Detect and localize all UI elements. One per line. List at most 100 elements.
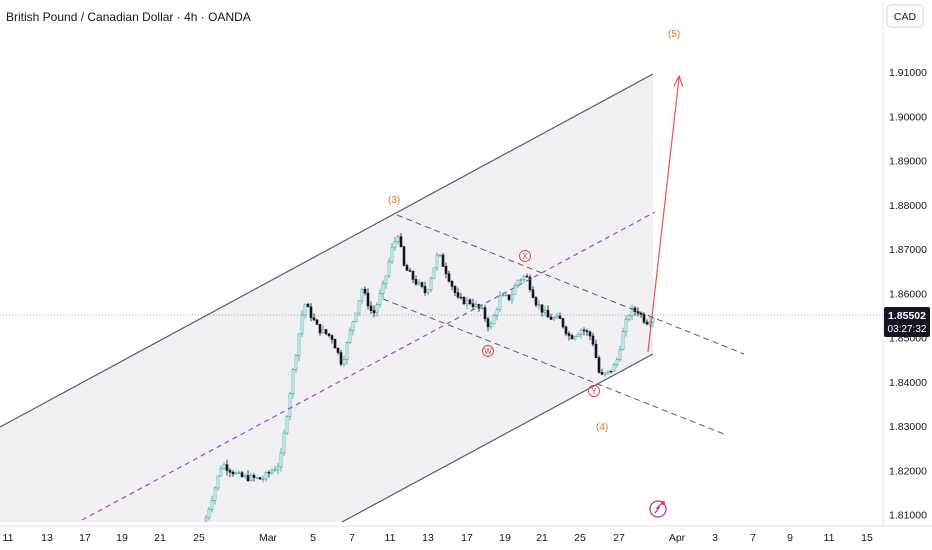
candle	[489, 321, 493, 330]
candle	[417, 279, 421, 287]
economic-event-icon[interactable]	[649, 500, 667, 518]
candle	[609, 370, 613, 374]
candle	[390, 243, 394, 265]
channel-upper-line[interactable]	[0, 73, 654, 428]
candle	[579, 328, 583, 339]
candle	[429, 276, 433, 293]
candle	[486, 316, 490, 332]
price-tick-label: 1.83000	[889, 421, 927, 433]
price-axis[interactable]: 1.91000 1.90000 1.89000 1.88000 1.87000 1.860…	[889, 67, 927, 522]
candle	[510, 289, 514, 304]
candle	[381, 280, 385, 299]
candle	[288, 391, 292, 421]
price-tick-label: 1.82000	[889, 465, 927, 477]
time-tick-label: 9	[787, 532, 793, 544]
candle	[546, 305, 550, 318]
time-tick-label: 7	[750, 532, 756, 544]
candle	[435, 252, 439, 271]
wave-5-projection-line[interactable]	[647, 77, 680, 353]
candle	[306, 302, 310, 308]
candle	[582, 327, 586, 336]
wave-label-3: (3)	[388, 195, 400, 206]
candle	[420, 281, 424, 289]
candle	[363, 286, 367, 296]
candle	[366, 288, 370, 310]
time-tick-label: 11	[385, 532, 396, 544]
candle	[240, 470, 244, 478]
candle	[507, 294, 511, 302]
price-tick-label: 1.86000	[889, 288, 927, 300]
candle	[588, 330, 592, 341]
svg-text:W: W	[484, 347, 492, 356]
candle	[411, 270, 415, 283]
candle	[558, 312, 562, 319]
candle	[219, 465, 223, 477]
candle	[423, 281, 427, 296]
candle	[456, 287, 460, 300]
candle	[525, 273, 529, 278]
candle	[360, 287, 364, 304]
candle	[213, 486, 217, 505]
candle	[492, 313, 496, 325]
candle	[561, 317, 565, 329]
candle	[336, 347, 340, 355]
candle	[531, 286, 535, 299]
channel-lower-line[interactable]	[341, 353, 654, 523]
candle	[618, 345, 622, 362]
candle	[540, 304, 544, 317]
correction-lower-line[interactable]	[382, 298, 725, 435]
price-tick-label: 1.88000	[889, 200, 927, 212]
candle	[513, 282, 517, 295]
candle	[315, 319, 319, 325]
svg-text:Y: Y	[591, 387, 597, 396]
candle	[285, 414, 289, 435]
candle	[597, 355, 601, 374]
circled-label-w: W	[482, 345, 494, 357]
correction-upper-line[interactable]	[396, 214, 745, 355]
channel-median-line[interactable]	[81, 211, 656, 521]
candle	[450, 280, 454, 291]
candle	[294, 353, 298, 373]
candle	[252, 473, 256, 482]
time-tick-label: Mar	[259, 532, 278, 544]
candle	[276, 462, 280, 475]
currency-unit-button[interactable]: CAD	[886, 4, 924, 28]
wave-label-4: (4)	[596, 422, 608, 433]
candle	[282, 429, 286, 457]
candle	[642, 312, 646, 325]
candle	[225, 459, 229, 476]
circled-label-y: Y	[588, 385, 600, 397]
projection-arrowhead-icon	[673, 74, 684, 88]
candle	[357, 300, 361, 317]
candle	[378, 288, 382, 308]
candle	[447, 270, 451, 283]
candle	[438, 254, 442, 258]
candle	[237, 470, 241, 474]
candle	[309, 303, 313, 322]
candle	[324, 329, 328, 336]
time-tick-label: 21	[154, 532, 166, 544]
price-tick-label: 1.90000	[889, 111, 927, 123]
time-tick-label: 21	[536, 532, 548, 544]
candle	[234, 471, 238, 475]
candle	[600, 368, 604, 376]
time-tick-label: 15	[861, 532, 873, 544]
candle	[348, 327, 352, 344]
candle	[303, 303, 307, 320]
candle-countdown: 03:27:32	[888, 324, 927, 335]
candle	[297, 333, 301, 362]
candle	[459, 292, 463, 300]
candle	[222, 462, 226, 470]
candle	[342, 355, 346, 367]
candle	[384, 275, 388, 289]
candle	[354, 312, 358, 323]
circled-label-x: X	[519, 250, 531, 262]
candle	[528, 274, 532, 293]
time-axis[interactable]: 11 13 17 19 21 25 Mar 5 7 11 13 17 19 21 25 27 Apr 3 7 9 11 1…	[3, 532, 873, 544]
candle	[321, 324, 325, 334]
candle	[585, 328, 589, 336]
candle	[249, 472, 253, 482]
time-tick-label: 25	[574, 532, 586, 544]
candle	[375, 302, 379, 317]
